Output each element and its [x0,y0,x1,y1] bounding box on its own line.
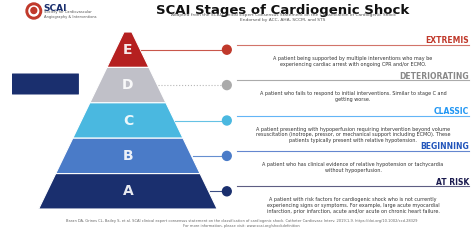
Text: E: E [123,43,133,57]
Circle shape [29,6,39,16]
Text: Adapted from the SCAI Clinical Expert Consensus Statement on the Classification : Adapted from the SCAI Clinical Expert Co… [171,13,395,22]
Text: B: B [123,149,133,163]
Text: C: C [123,114,133,128]
Circle shape [222,116,231,125]
Circle shape [31,8,36,14]
Circle shape [26,3,42,19]
Circle shape [222,45,231,54]
Polygon shape [73,103,183,138]
FancyBboxPatch shape [12,73,79,95]
Text: A patient presenting with hypoperfusion requiring intervention beyond volume
res: A patient presenting with hypoperfusion … [255,127,450,143]
Text: SCAI: SCAI [44,4,67,13]
Text: DETERIORATING: DETERIORATING [400,72,469,81]
Text: Society for Cardiovascular
Angiography & Interventions: Society for Cardiovascular Angiography &… [44,10,96,19]
Text: SCAI Stages of Cardiogenic Shock: SCAI Stages of Cardiogenic Shock [156,4,410,17]
Text: A patient being supported by multiple interventions who may be
experiencing card: A patient being supported by multiple in… [273,56,433,67]
Text: Baran DA, Grines CL, Bailey S, et al. SCAI clinical expert consensus statement o: Baran DA, Grines CL, Bailey S, et al. SC… [66,219,417,228]
Text: A: A [123,184,133,198]
Text: Arrest (A) Modifier:
CPR, including defibrillation: Arrest (A) Modifier: CPR, including defi… [7,78,84,90]
Text: CLASSIC: CLASSIC [434,107,469,116]
Text: EXTREMIS: EXTREMIS [426,36,469,45]
Polygon shape [39,173,217,209]
Text: A patient who has clinical evidence of relative hypotension or tachycardia
witho: A patient who has clinical evidence of r… [262,162,444,173]
Circle shape [222,151,231,160]
Text: BEGINNING: BEGINNING [420,142,469,151]
Text: AT RISK: AT RISK [436,178,469,187]
Text: A patient who fails to respond to initial interventions. Similar to stage C and
: A patient who fails to respond to initia… [260,91,447,102]
Circle shape [222,187,231,196]
Text: D: D [122,78,134,92]
Polygon shape [56,138,200,173]
Text: A patient with risk factors for cardiogenic shock who is not currently
experienc: A patient with risk factors for cardioge… [266,197,439,214]
Polygon shape [90,67,166,103]
Polygon shape [107,32,149,67]
Circle shape [222,81,231,90]
